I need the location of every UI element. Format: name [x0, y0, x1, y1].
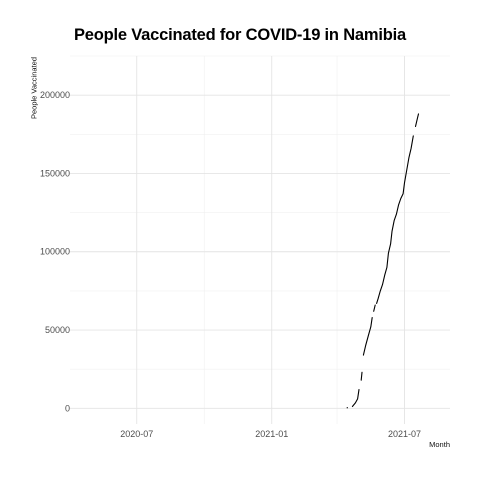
series-line-segment [376, 135, 414, 304]
tick-labels: 0 50000 100000 150000 200000 2020-07 2021-01 20… [40, 90, 421, 439]
major-grid [70, 56, 450, 424]
series-line-segment [360, 371, 363, 381]
y-tick-label: 0 [65, 403, 70, 413]
series-line-segment [373, 304, 376, 312]
series-line-segment [414, 113, 420, 128]
x-axis-label: Month [429, 440, 450, 449]
y-tick-label: 50000 [45, 325, 70, 335]
x-tick-label: 2021-01 [255, 429, 288, 439]
y-tick-label: 100000 [40, 247, 70, 257]
x-tick-label: 2021-07 [388, 429, 421, 439]
series-line-segment [362, 316, 373, 356]
series-layer [346, 113, 420, 409]
minor-grid [70, 55, 450, 424]
series-line-segment [351, 388, 360, 408]
chart-title: People Vaccinated for COVID-19 in Namibi… [74, 26, 406, 44]
y-tick-label: 150000 [40, 168, 70, 178]
y-tick-label: 200000 [40, 90, 70, 100]
x-tick-label: 2020-07 [120, 429, 153, 439]
